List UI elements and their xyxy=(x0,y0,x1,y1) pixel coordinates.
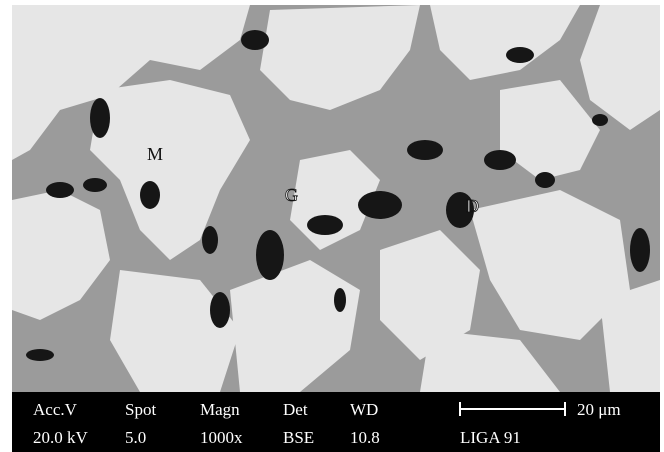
info-header: Acc.V xyxy=(33,400,78,419)
phase-label: G xyxy=(285,185,298,205)
sample-name: LIGA 91 xyxy=(460,428,521,447)
info-value: 1000x xyxy=(200,428,243,447)
phase-label: M xyxy=(147,144,163,164)
info-header: Spot xyxy=(125,400,156,419)
scale-bar-label: 20 μm xyxy=(577,400,621,419)
info-value: 10.8 xyxy=(350,428,380,447)
info-bar xyxy=(12,392,660,452)
info-header: Magn xyxy=(200,400,240,419)
info-header: Det xyxy=(283,400,308,419)
info-header: WD xyxy=(350,400,378,419)
info-value: BSE xyxy=(283,428,314,447)
phase-label: D xyxy=(466,196,479,216)
micrograph-screen: M G D Acc.V 20.0 kV Spot 5.0 Magn 1000x Det BSE… xyxy=(0,0,664,452)
info-value: 5.0 xyxy=(125,428,146,447)
micrograph: M G D xyxy=(12,5,660,392)
info-value: 20.0 kV xyxy=(33,428,89,447)
